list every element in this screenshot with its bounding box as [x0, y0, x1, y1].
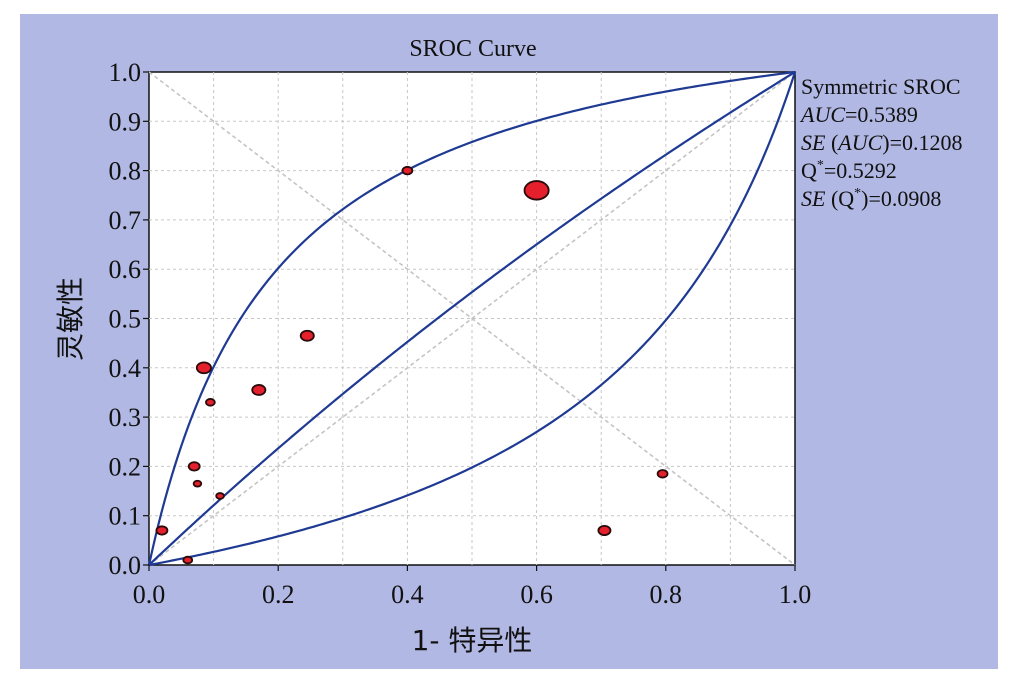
data-point: [155, 525, 169, 536]
q-diagonal: [148, 71, 796, 566]
q-value: =0.5292: [824, 158, 897, 183]
x-tick-label: 0.6: [520, 580, 553, 609]
data-point: [205, 398, 216, 407]
reference-diagonals: [148, 71, 796, 566]
se-q-sup: *: [854, 186, 861, 201]
y-tick-label: 0.1: [109, 502, 142, 531]
y-tick-label: 0.0: [109, 551, 142, 580]
sroc-curves: [147, 70, 797, 567]
chart-title: SROC Curve: [409, 36, 536, 62]
data-point: [192, 479, 203, 488]
x-axis-label: 1- 特异性: [412, 624, 533, 657]
x-tick-label: 0.2: [262, 580, 295, 609]
se-auc-se: SE: [801, 130, 826, 155]
x-tick-label: 0.4: [391, 580, 424, 609]
sroc-chart: SROC Curve 0.0 0.2 0.4 0.6 0.8 1.0 0.00.10.20…: [54, 36, 963, 657]
se-q-value: =0.0908: [869, 186, 942, 211]
x-tick-label: 0.0: [133, 580, 166, 609]
data-point: [187, 461, 201, 472]
sroc-upper-ci: [147, 70, 796, 566]
se-q-close: ): [861, 186, 868, 211]
sroc-lower-ci: [148, 71, 797, 567]
data-point: [251, 384, 267, 396]
data-point: [401, 165, 414, 176]
data-point: [597, 524, 612, 537]
se-auc-open: (: [825, 130, 838, 155]
x-tick-label: 1.0: [779, 580, 812, 609]
y-tick-label: 0.6: [109, 255, 142, 284]
x-tick-labels: 0.0 0.2 0.4 0.6 0.8 1.0: [133, 565, 812, 609]
auc-value: =0.5389: [845, 102, 918, 127]
data-point: [656, 469, 669, 479]
q-label: Q: [801, 158, 817, 183]
se-auc-close: ): [882, 130, 889, 155]
y-tick-label: 0.3: [109, 403, 142, 432]
data-point: [182, 555, 194, 565]
sroc-curve: [148, 71, 796, 566]
sroc-label: Symmetric SROC: [801, 74, 961, 99]
x-tick-label: 0.8: [650, 580, 683, 609]
y-tick-label: 0.5: [109, 305, 142, 334]
se-q-se: SE: [801, 186, 826, 211]
y-tick-label: 0.8: [109, 157, 142, 186]
y-axis-label: 灵敏性: [54, 277, 87, 361]
se-auc-stat: SE (AUC)=0.1208: [801, 130, 963, 155]
y-tick-label: 1.0: [109, 58, 142, 87]
study-points: [155, 165, 669, 565]
y-tick-label: 0.9: [109, 107, 142, 136]
se-auc-var: AUC: [836, 130, 882, 155]
q-sup: *: [817, 158, 824, 173]
y-tick-label: 0.4: [109, 354, 142, 383]
data-point: [299, 329, 315, 342]
data-point: [523, 180, 550, 201]
data-point: [215, 492, 225, 500]
chart-frame: SROC Curve 0.0 0.2 0.4 0.6 0.8 1.0 0.0 0.1 0.2 0…: [20, 14, 998, 669]
stats-panel: Symmetric SROC AUC=0.5389 SE (AUC)=0.120…: [799, 74, 963, 211]
se-q-stat: SE (Q*)=0.0908: [801, 186, 941, 211]
auc-label: AUC: [799, 102, 845, 127]
auc-stat: AUC=0.5389: [799, 102, 918, 127]
y-tick-labels: 0.0 0.1 0.2 0.3 0.4 0.5 0.6 0.7 0.8 0.9 1.0: [109, 58, 149, 580]
q-stat: Q*=0.5292: [801, 158, 897, 183]
se-q-open: (Q: [825, 186, 854, 211]
grid-lines: [149, 72, 795, 565]
data-point: [195, 361, 212, 375]
se-auc-value: =0.1208: [890, 130, 963, 155]
y-tick-label: 0.7: [109, 206, 142, 235]
y-tick-label: 0.2: [109, 452, 142, 481]
